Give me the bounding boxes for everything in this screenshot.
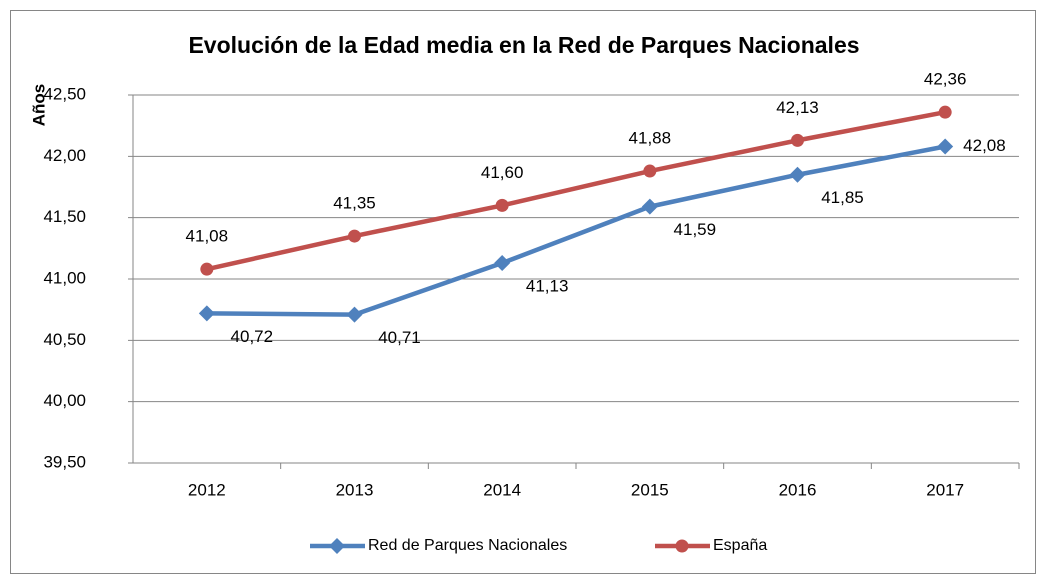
data-label: 41,85 [821,188,864,207]
marker [789,166,806,183]
chart-title: Evolución de la Edad media en la Red de … [188,32,859,58]
marker [200,262,214,276]
x-tick-label: 2012 [188,480,226,499]
marker [329,538,345,554]
data-label: 41,13 [526,277,569,296]
y-axis-label: Años [29,84,48,127]
marker [938,105,952,119]
data-label: 40,72 [231,327,274,346]
marker [937,138,954,155]
x-tick-label: 2014 [483,480,521,499]
data-label: 41,59 [674,220,717,239]
data-label: 41,60 [481,163,524,182]
data-label: 42,36 [924,70,967,89]
data-label: 41,88 [629,129,672,148]
series-line [206,144,946,317]
x-tick-label: 2015 [631,480,669,499]
legend-label: España [713,537,767,554]
x-tick-label: 2016 [779,480,817,499]
marker [675,539,689,553]
marker [495,198,509,212]
y-tick-label: 42,00 [43,146,86,165]
y-tick-label: 39,50 [43,452,86,471]
marker [348,229,361,243]
y-tick-label: 42,50 [43,84,86,103]
marker [641,198,658,215]
data-label: 42,13 [776,98,819,117]
y-tick-label: 41,00 [43,268,86,287]
marker [643,164,657,178]
x-tick-label: 2013 [336,480,374,499]
y-tick-label: 40,00 [43,391,86,410]
data-label: 40,71 [378,328,421,347]
data-label: 41,35 [333,194,376,213]
data-label: 41,08 [186,227,229,246]
series-line [206,109,946,272]
data-label: 42,08 [963,136,1006,155]
marker [346,306,363,323]
marker [791,133,804,147]
marker [198,305,215,322]
chart-border [10,10,1036,574]
y-tick-label: 41,50 [43,207,86,226]
marker [494,255,511,272]
legend-label: Red de Parques Nacionales [368,537,567,554]
y-tick-label: 40,50 [43,330,86,349]
x-tick-label: 2017 [926,480,964,499]
